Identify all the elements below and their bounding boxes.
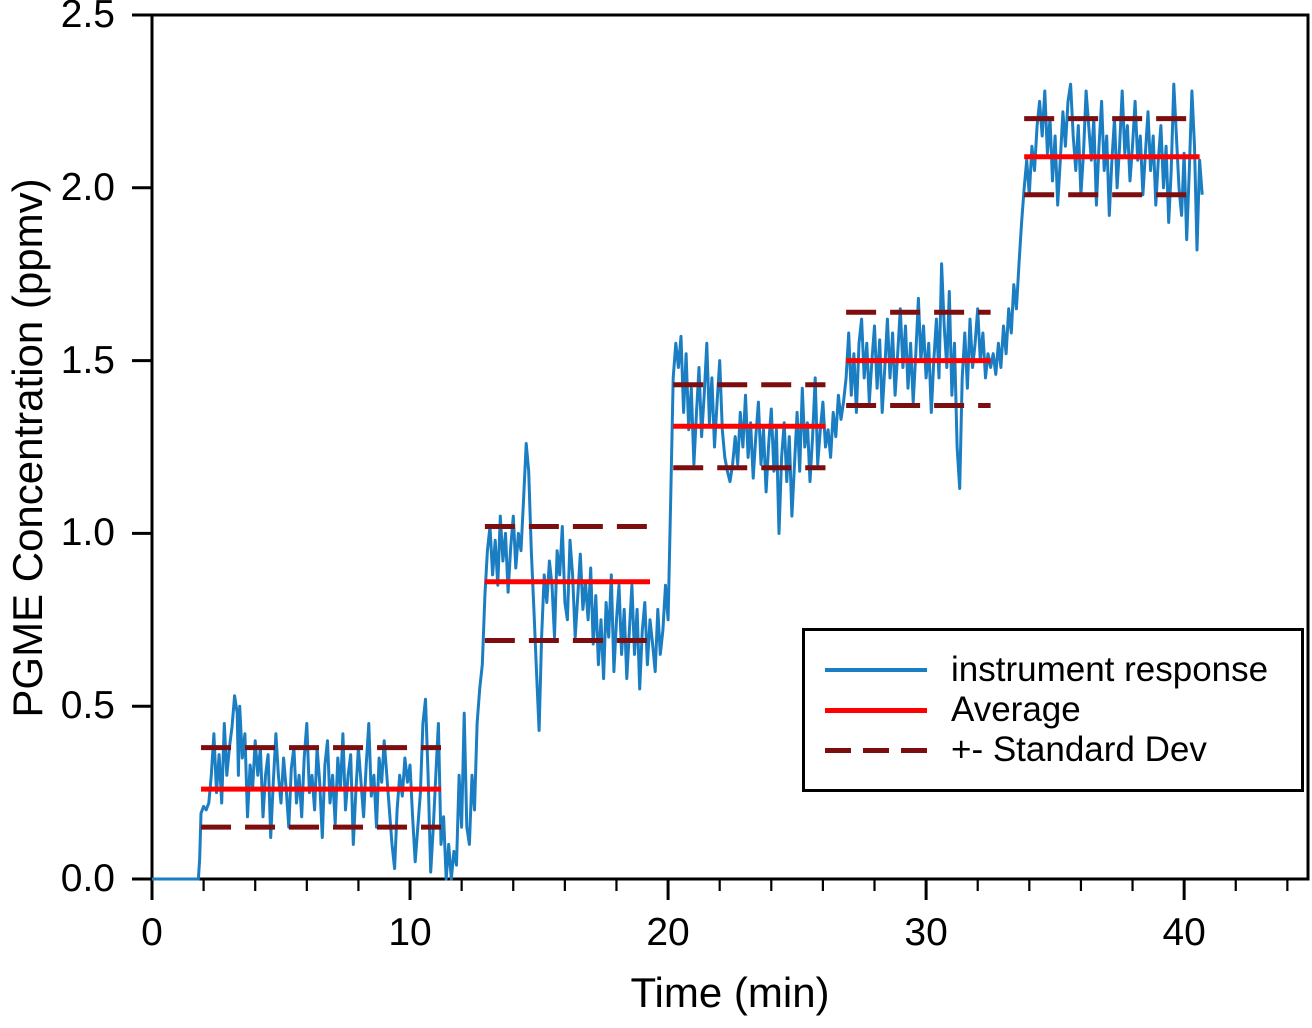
average-line-icon (825, 707, 927, 713)
legend-item-instrument-response: instrument response (825, 650, 1301, 690)
x-tick-label: 30 (904, 911, 948, 954)
legend: instrument response Average +- Standard … (802, 628, 1304, 792)
legend-label-instrument-response: instrument response (951, 650, 1269, 689)
legend-label-std-dev: +- Standard Dev (951, 730, 1207, 769)
x-tick-label: 40 (1162, 911, 1206, 954)
x-axis-title: Time (min) (630, 969, 830, 1016)
y-tick-label: 0.0 (60, 857, 115, 900)
legend-item-average: Average (825, 690, 1301, 730)
instrument-response-line-icon (825, 668, 927, 672)
y-tick-label: 2.5 (60, 0, 115, 36)
legend-item-std-dev: +- Standard Dev (825, 730, 1301, 770)
y-tick-label: 1.5 (60, 338, 115, 382)
y-tick-label: 2.0 (60, 165, 115, 209)
y-tick-label: 1.0 (60, 511, 115, 555)
plot-frame (150, 13, 1310, 881)
std-dev-dashed-line-icon (825, 747, 927, 753)
x-tick-label: 10 (388, 911, 432, 954)
y-tick-label: 0.5 (60, 684, 115, 728)
y-axis-title: PGME Concentration (ppmv) (4, 178, 51, 718)
legend-label-average: Average (951, 690, 1081, 729)
x-tick-label: 20 (646, 911, 690, 954)
x-tick-label: 0 (141, 911, 163, 954)
